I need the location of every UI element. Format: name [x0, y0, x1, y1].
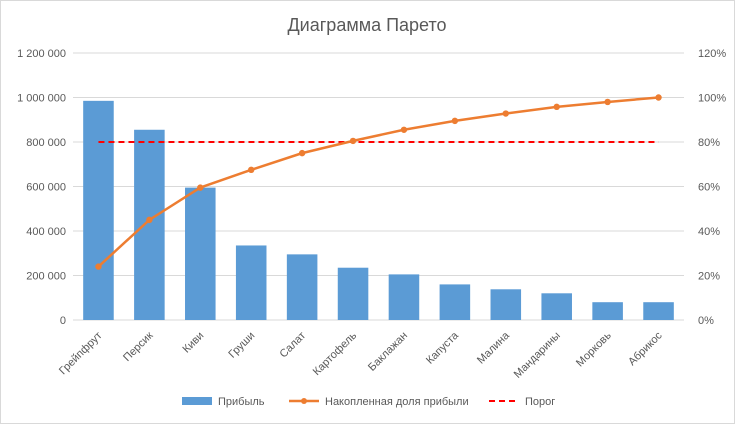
bar [541, 293, 572, 320]
chart-title: Диаграмма Парето [287, 15, 446, 35]
left-axis-ticks: 0 200 000 400 000 600 000 800 000 1 000 000 1 … [17, 48, 66, 327]
x-tick-label: Персик [121, 330, 155, 364]
cumulative-series [95, 94, 662, 270]
x-tick-label: Абрикос [626, 329, 665, 368]
cumulative-point [451, 117, 459, 125]
y-left-tick-label: 0 [60, 315, 66, 327]
y-left-tick-label: 600 000 [26, 182, 66, 194]
y-right-tick-label: 20% [698, 271, 720, 283]
bar [439, 284, 471, 320]
cumulative-point [298, 149, 306, 157]
y-right-tick-label: 40% [698, 226, 720, 238]
y-left-tick-label: 800 000 [26, 137, 66, 149]
x-tick-label: Картофель [311, 329, 360, 378]
legend: Прибыль Накопленная доля прибыли Порог [182, 396, 555, 408]
cumulative-point [95, 263, 102, 270]
legend-swatch-profit [182, 397, 212, 405]
x-tick-label: Морковь [574, 329, 614, 369]
cumulative-point [146, 216, 153, 224]
cumulative-point [349, 137, 357, 145]
cumulative-point [502, 110, 509, 117]
legend-label-cumulative: Накопленная доля прибыли [325, 396, 469, 408]
x-tick-label: Баклажан [366, 330, 410, 374]
legend-marker-cumulative [301, 398, 307, 404]
bar [592, 302, 623, 320]
y-right-tick-label: 100% [698, 93, 726, 105]
cumulative-point [604, 98, 611, 106]
y-right-tick-label: 0% [698, 315, 714, 327]
bar [388, 274, 420, 320]
x-tick-label: Грейпфрут [57, 330, 105, 378]
x-tick-label: Киви [181, 330, 207, 356]
bar-series [83, 100, 674, 321]
cumulative-point [655, 94, 662, 101]
x-tick-label: Салат [277, 330, 308, 361]
y-left-tick-label: 200 000 [26, 271, 66, 283]
y-right-tick-label: 80% [698, 137, 720, 149]
x-tick-label: Груши [226, 330, 257, 361]
right-axis-ticks: 0% 20% 40% 60% 80% 100% 120% [698, 48, 726, 327]
y-right-tick-label: 120% [698, 48, 726, 60]
bar [185, 187, 216, 320]
bar [286, 254, 318, 320]
legend-label-profit: Прибыль [218, 396, 265, 408]
cumulative-line [97, 96, 659, 268]
x-tick-label: Малина [475, 329, 513, 367]
y-left-tick-label: 1 200 000 [17, 48, 66, 60]
cumulative-point [248, 166, 255, 174]
x-tick-label: Капуста [424, 329, 462, 367]
x-axis-labels: Грейпфрут Персик Киви Груши Салат Картофель Ба… [57, 329, 665, 381]
bar [134, 129, 165, 320]
bar [490, 289, 522, 320]
y-left-tick-label: 1 000 000 [17, 93, 66, 105]
cumulative-point [400, 126, 408, 133]
bar [235, 245, 267, 320]
bar [337, 267, 369, 320]
legend-label-threshold: Порог [525, 396, 555, 408]
x-tick-label: Мандарины [512, 330, 563, 381]
cumulative-point [553, 103, 560, 111]
cumulative-point [197, 184, 204, 191]
y-right-tick-label: 60% [698, 182, 720, 194]
bar [83, 100, 114, 321]
bar [643, 302, 674, 320]
y-left-tick-label: 400 000 [26, 226, 66, 238]
